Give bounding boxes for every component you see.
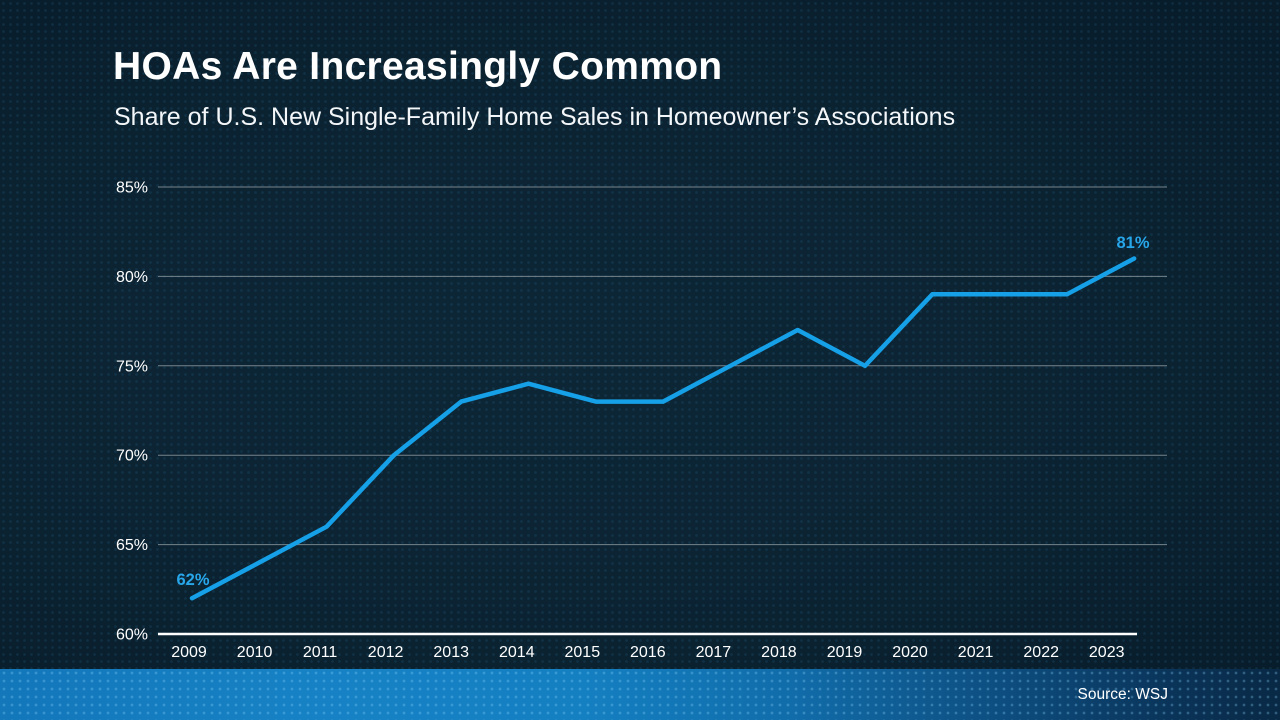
x-tick-label-2012: 2012 xyxy=(368,644,404,661)
y-tick-label-60%: 60% xyxy=(116,627,148,644)
last-point-value-label: 81% xyxy=(1116,234,1149,252)
chart-header: HOAs Are Increasingly Common Share of U.… xyxy=(113,45,956,132)
y-tick-label-85%: 85% xyxy=(116,180,148,197)
x-tick-label-2019: 2019 xyxy=(827,644,863,661)
x-tick-label-2009: 2009 xyxy=(171,644,207,661)
footer-band: Source: WSJ xyxy=(0,669,1280,720)
y-tick-label-75%: 75% xyxy=(116,358,148,375)
x-tick-label-2010: 2010 xyxy=(237,644,273,661)
x-tick-label-2017: 2017 xyxy=(696,644,732,661)
x-tick-label-2020: 2020 xyxy=(892,644,928,661)
y-tick-label-65%: 65% xyxy=(116,537,148,554)
x-tick-label-2022: 2022 xyxy=(1023,644,1059,661)
x-tick-label-2014: 2014 xyxy=(499,644,535,661)
first-point-value-label: 62% xyxy=(176,571,209,589)
x-tick-label-2015: 2015 xyxy=(565,644,601,661)
x-tick-label-2018: 2018 xyxy=(761,644,797,661)
x-tick-label-2023: 2023 xyxy=(1089,644,1125,661)
trend-line xyxy=(189,256,1137,601)
y-tick-label-80%: 80% xyxy=(116,269,148,286)
x-tick-label-2016: 2016 xyxy=(630,644,666,661)
page-subtitle: Share of U.S. New Single-Family Home Sal… xyxy=(114,102,956,131)
source-credit: Source: WSJ xyxy=(1077,686,1168,703)
x-tick-label-2021: 2021 xyxy=(958,644,994,661)
x-tick-label-2013: 2013 xyxy=(433,644,469,661)
y-tick-label-70%: 70% xyxy=(116,448,148,465)
page-title: HOAs Are Increasingly Common xyxy=(113,45,723,88)
x-tick-label-2011: 2011 xyxy=(303,644,338,661)
